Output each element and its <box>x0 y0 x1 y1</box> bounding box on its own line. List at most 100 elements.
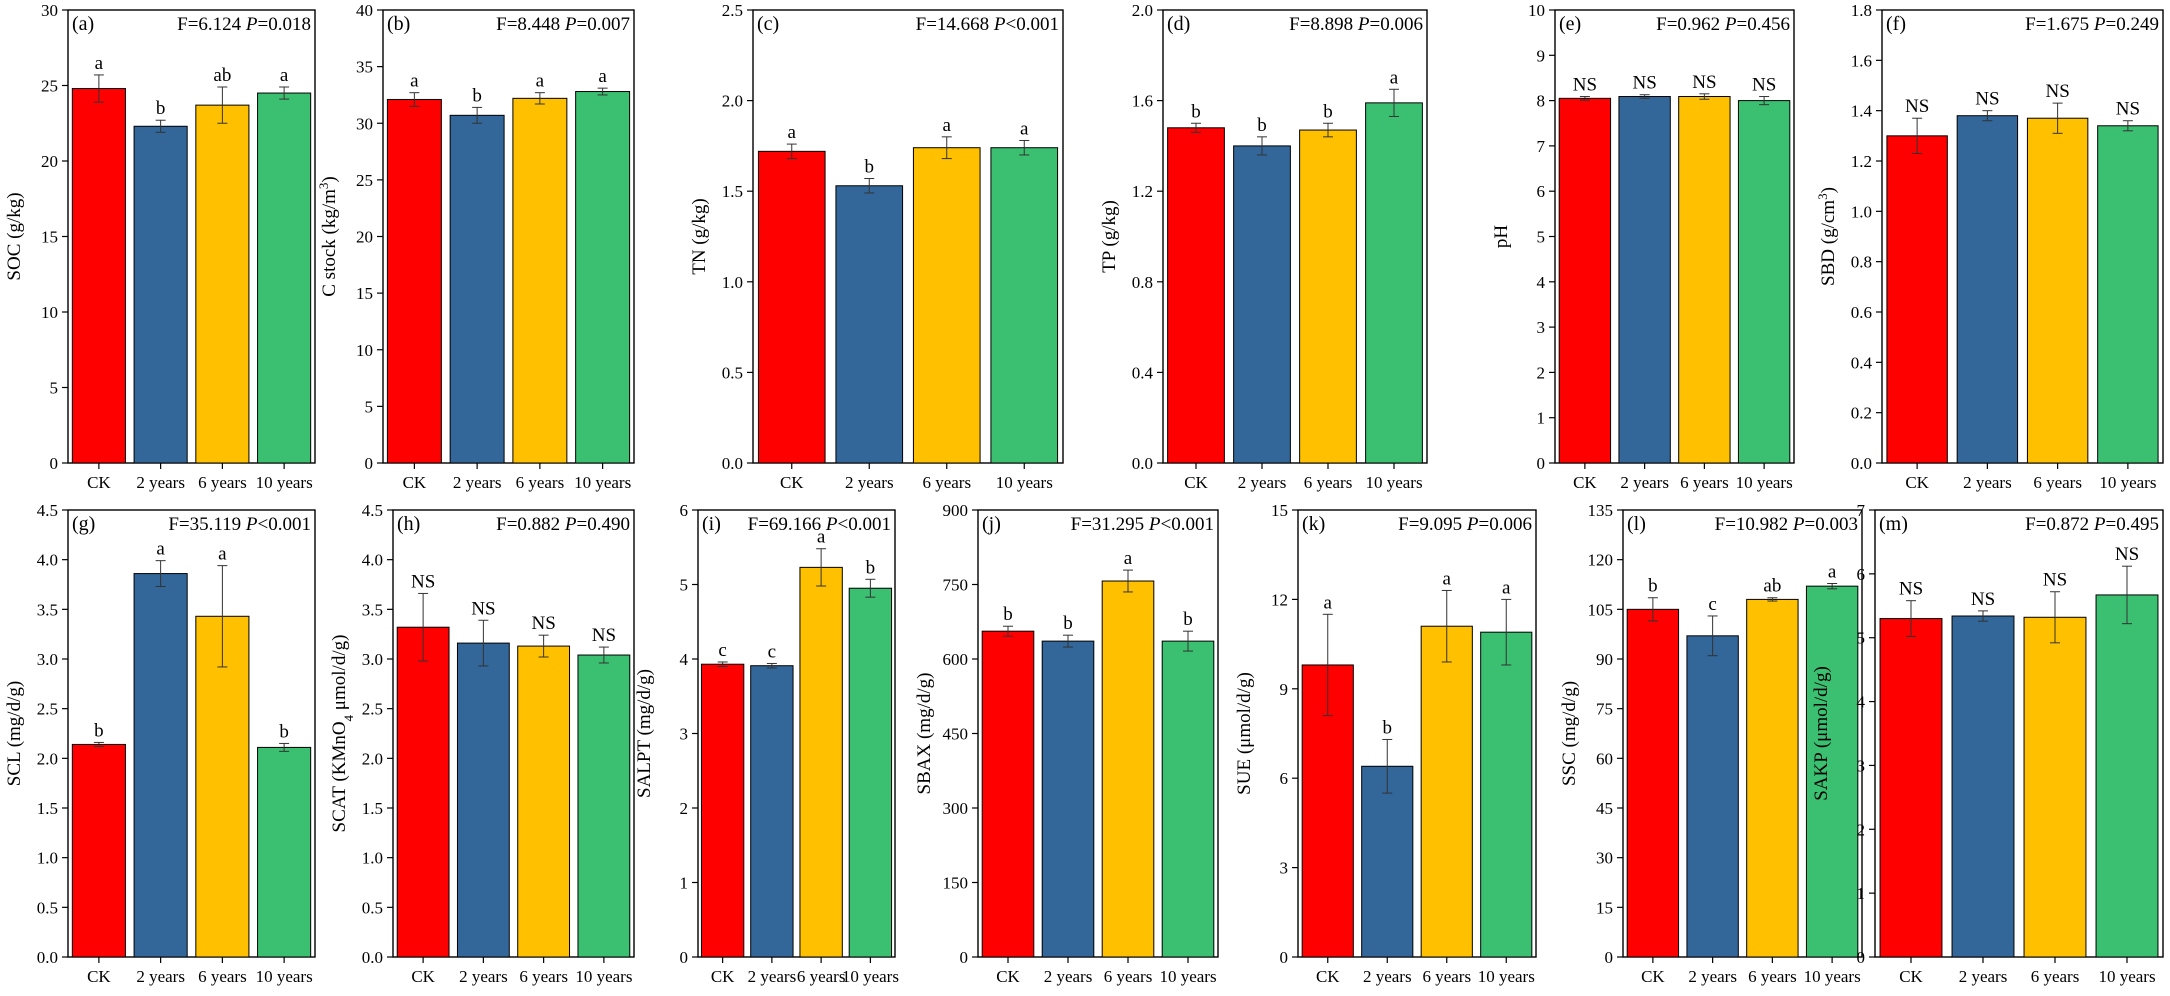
y-tick-label: 0.6 <box>1851 303 1872 322</box>
panel-label: (e) <box>1559 13 1581 35</box>
significance-letter: b <box>1257 115 1267 136</box>
y-tick-label: 30 <box>1596 849 1613 868</box>
x-tick-label: 2 years <box>1238 473 1287 492</box>
y-axis-label: SBD (g/cm3) <box>1815 187 1840 286</box>
y-tick-label: 5 <box>1537 228 1546 247</box>
y-tick-label: 600 <box>943 650 969 669</box>
y-tick-label: 0.4 <box>1851 353 1873 372</box>
significance-letter: NS <box>2115 544 2139 565</box>
y-axis-label: pH <box>1491 225 1512 249</box>
significance-letter: a <box>95 53 104 74</box>
x-tick-label: 6 years <box>1304 473 1353 492</box>
chart-panel-d: 0.0 0.4 0.8 1.2 1.6 2.0 b b b a CK 2 years 6 years 10… <box>1099 1 1428 492</box>
y-tick-label: 1.5 <box>362 799 383 818</box>
x-tick-label: 10 years <box>2099 473 2156 492</box>
y-tick-label: 5 <box>365 397 374 416</box>
bar-y6 <box>2026 117 2089 464</box>
bar-y6 <box>1678 96 1731 464</box>
y-axis-label: SUE (μmol/d/g) <box>1234 672 1255 795</box>
y-tick-label: 6 <box>1280 769 1289 788</box>
y-tick-label: 0.5 <box>362 898 383 917</box>
y-tick-label: 10 <box>1528 1 1545 20</box>
y-axis-label: SBAX (mg/d/g) <box>914 673 935 795</box>
bar-y10 <box>2095 594 2159 958</box>
significance-letter: a <box>1502 577 1511 598</box>
significance-letter: b <box>1191 101 1201 122</box>
x-tick-label: 2 years <box>453 473 502 492</box>
significance-letter: NS <box>1692 72 1716 93</box>
stat-annotation: F=1.675 P=0.249 <box>2025 14 2159 35</box>
bar-y10 <box>990 147 1059 464</box>
significance-letter: c <box>1708 594 1716 615</box>
significance-letter: b <box>94 720 104 741</box>
significance-letter: b <box>156 98 166 119</box>
x-tick-label: CK <box>1316 967 1340 986</box>
y-tick-label: 450 <box>943 725 969 744</box>
y-tick-label: 5 <box>680 576 689 595</box>
x-tick-label: 10 years <box>574 473 631 492</box>
y-tick-label: 0 <box>680 948 689 967</box>
y-tick-label: 30 <box>356 114 373 133</box>
y-tick-label: 1 <box>1537 409 1546 428</box>
bar-y6 <box>195 615 250 958</box>
x-tick-label: 6 years <box>519 967 568 986</box>
y-axis-label: TN (g/kg) <box>689 198 710 275</box>
y-tick-label: 1.2 <box>1132 182 1153 201</box>
y-tick-label: 4.0 <box>37 551 58 570</box>
x-tick-label: 2 years <box>748 967 797 986</box>
y-axis-label: SSC (mg/d/g) <box>1559 681 1580 786</box>
significance-letter: NS <box>1573 75 1597 96</box>
significance-letter: a <box>410 71 419 92</box>
y-tick-label: 2.0 <box>362 749 383 768</box>
y-tick-label: 3.0 <box>37 650 58 669</box>
chart-panel-b: 0 5 10 15 20 25 30 35 40 a b a a CK 2 years 6 years 10 y… <box>316 1 635 492</box>
bar-ck <box>1886 135 1948 464</box>
y-tick-label: 900 <box>943 501 969 520</box>
x-tick-label: 2 years <box>136 473 185 492</box>
bar-y2 <box>1951 615 2015 958</box>
y-tick-label: 10 <box>41 303 58 322</box>
bar-ck <box>71 88 126 464</box>
significance-letter: NS <box>2045 81 2069 102</box>
x-tick-label: 2 years <box>1620 473 1669 492</box>
y-tick-label: 150 <box>943 874 969 893</box>
y-tick-label: 40 <box>356 1 373 20</box>
y-tick-label: 750 <box>943 576 969 595</box>
y-tick-label: 0.0 <box>362 948 383 967</box>
y-tick-label: 2 <box>1537 363 1546 382</box>
x-tick-label: CK <box>1905 473 1929 492</box>
y-tick-label: 15 <box>1596 898 1613 917</box>
x-tick-label: 2 years <box>845 473 894 492</box>
y-tick-label: 1 <box>1857 884 1866 903</box>
y-tick-label: 1.0 <box>362 849 383 868</box>
axes-frame <box>67 509 316 958</box>
x-tick-label: CK <box>996 967 1020 986</box>
axes-frame <box>392 509 635 958</box>
y-tick-label: 1.0 <box>1851 202 1872 221</box>
x-tick-label: 10 years <box>1159 967 1216 986</box>
x-tick-label: 10 years <box>1804 967 1861 986</box>
stat-annotation: F=35.119 P<0.001 <box>168 514 311 535</box>
x-tick-label: 6 years <box>1680 473 1729 492</box>
y-tick-label: 2.5 <box>362 700 383 719</box>
y-tick-label: 2.5 <box>37 700 58 719</box>
x-tick-label: 2 years <box>1959 967 2008 986</box>
y-tick-label: 0.5 <box>37 898 58 917</box>
bar-y6 <box>1420 625 1473 958</box>
y-tick-label: 0.4 <box>1132 363 1154 382</box>
bar-y2 <box>1618 96 1671 464</box>
y-tick-label: 0 <box>50 454 59 473</box>
x-tick-label: 6 years <box>198 967 247 986</box>
axes-frame <box>1162 9 1428 464</box>
significance-letter: b <box>866 557 876 578</box>
x-tick-label: 10 years <box>996 473 1053 492</box>
y-tick-label: 6 <box>1857 565 1866 584</box>
significance-letter: c <box>768 641 776 662</box>
stat-annotation: F=0.962 P=0.456 <box>1656 14 1790 35</box>
y-tick-label: 0.0 <box>1851 454 1872 473</box>
bar-y2 <box>133 125 188 464</box>
y-tick-label: 3 <box>680 725 689 744</box>
y-tick-label: 1.4 <box>1851 102 1873 121</box>
stat-annotation: F=8.898 P=0.006 <box>1289 14 1423 35</box>
